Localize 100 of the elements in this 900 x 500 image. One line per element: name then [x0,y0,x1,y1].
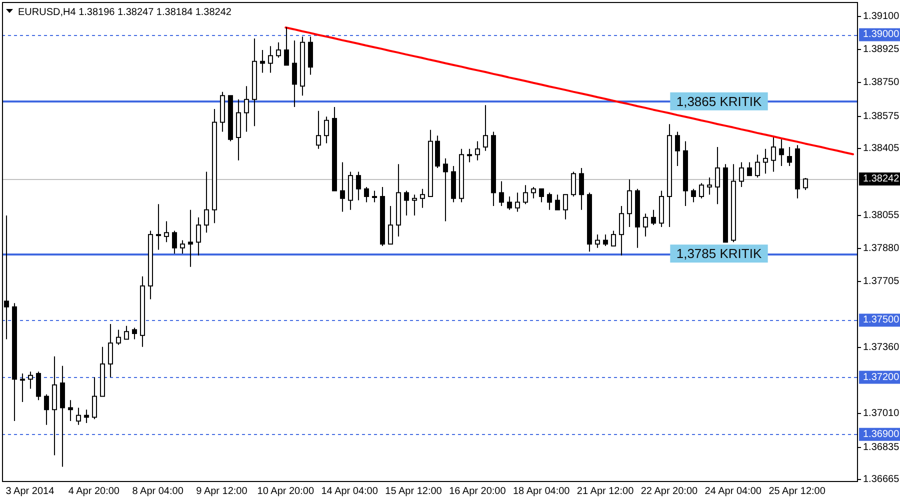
candlestick [515,192,520,212]
y-tick-label: 1.37010 [863,408,900,419]
candlestick [779,138,784,167]
y-tick-label: 1.38055 [863,210,900,221]
candlestick [555,194,560,210]
candlestick [507,196,512,210]
y-tick-label: 1.38405 [863,143,900,154]
candlestick [803,178,808,191]
x-tick-label: 3 Apr 2014 [6,486,55,497]
candlestick [124,325,129,340]
x-tick-label: 25 Apr 12:00 [768,486,826,497]
line-series [284,26,854,156]
candlestick [595,234,600,248]
annotation: 1,3785 KRITIK [676,246,762,262]
candlestick [28,371,33,390]
candlestick [116,329,121,346]
candlestick [196,216,201,256]
y-tick-label: 1.38575 [863,111,900,122]
candlestick [691,188,696,203]
candlestick [755,154,760,178]
candlestick [571,171,576,197]
candlestick [180,240,185,254]
candlestick [76,407,81,426]
x-tick-label: 14 Apr 04:00 [321,486,378,497]
candlestick [475,140,480,161]
candlestick [372,190,377,203]
candlestick [84,409,89,424]
candlestick [340,162,345,212]
x-tick-label: 22 Apr 20:00 [640,486,698,497]
x-tick-label: 10 Apr 20:00 [257,486,314,497]
candlestick [443,158,448,222]
candlestick [563,194,568,220]
candlestick [92,376,97,420]
y-tick-label: 1.38750 [863,77,900,88]
candlestick [132,327,137,340]
x-tick-label: 18 Apr 04:00 [513,486,570,497]
candlestick [20,372,25,403]
y-tick-label: 1.36835 [863,442,900,453]
candlestick [539,188,544,203]
x-tick-label: 15 Apr 12:00 [385,486,442,497]
y-tick-label: 1.37360 [863,342,900,353]
ref-line-label: 1.37500 [863,314,900,326]
y-tick-label: 1.36665 [863,474,900,485]
candlestick [324,116,329,144]
candlestick [412,194,417,216]
ref-line-label: 1.36900 [863,428,900,440]
ref-line-label: 1.37200 [863,372,900,383]
candlestick [699,182,704,199]
y-tick-label: 1.37705 [863,276,900,287]
candlestick [675,131,680,167]
y-tick-label: 1.38925 [863,44,900,55]
candlestick [771,137,776,172]
candlestick [483,104,488,152]
ref-line-label: 1.39000 [863,29,900,40]
candlestick [627,178,632,228]
chart-title: EURUSD,H4 1.38196 1.38247 1.38184 1.38242 [18,7,232,18]
candlestick [611,230,616,246]
candlestick [364,186,369,203]
candlestick [739,162,744,188]
candlestick [707,176,712,196]
candlestick [44,394,49,426]
candlestick [747,162,752,176]
candlestick [547,192,552,210]
y-tick-label: 1.39100 [863,11,900,22]
candlestick [36,371,41,401]
y-tick-label: 1.37880 [863,243,900,254]
candlestick [420,188,425,208]
candlestick [643,213,648,237]
candlestick [276,42,281,58]
candlestick [188,209,193,268]
ref-line-label: 1.38242 [863,173,900,184]
candlestick [404,190,409,216]
candlestick [787,146,792,167]
candlestick [268,46,273,74]
candlestick [356,171,361,201]
candlestick [651,209,656,226]
x-tick-label: 4 Apr 20:00 [68,486,120,497]
candlestick [531,186,536,199]
x-tick-label: 21 Apr 12:00 [576,486,634,497]
candlestick [715,146,720,205]
candlestick [316,110,321,150]
candlestick [523,184,528,205]
candlestick [579,167,584,210]
candlestick [164,220,169,243]
candlestick [260,49,265,74]
x-tick-label: 16 Apr 20:00 [449,486,506,497]
candlestick [467,148,472,163]
annotation: 1,3865 KRITIK [676,94,762,109]
candlestick [619,206,624,256]
candlestick [204,171,209,234]
x-tick-label: 9 Apr 12:00 [196,486,248,497]
candlestick [172,230,177,254]
candlestick [284,26,289,66]
candlestick [68,400,73,422]
x-tick-label: 24 Apr 04:00 [704,486,762,497]
candlestick [388,206,393,245]
candlestick [244,86,249,132]
candlestick [763,148,768,174]
candlestick [603,234,608,246]
candlestick [292,40,297,108]
